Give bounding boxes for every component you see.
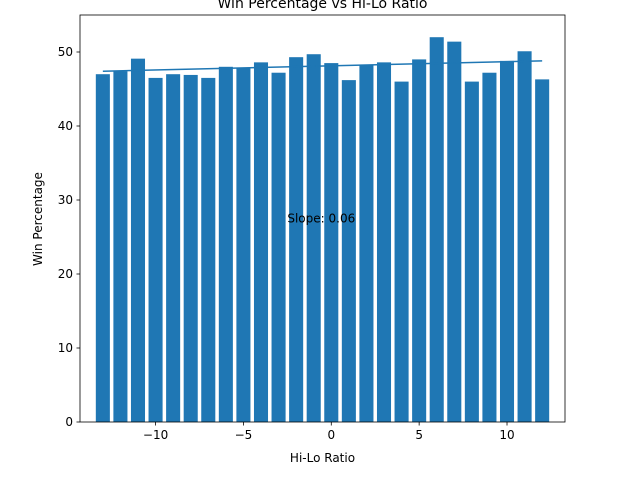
bar [429,37,444,422]
trend-line [102,60,543,72]
bar [166,74,181,422]
bar [130,58,146,422]
y-axis-label: Win Percentage [31,172,45,266]
bar [464,81,479,422]
x-axis-label: Hi-Lo Ratio [290,451,355,465]
y-tick-label: 10 [58,341,73,355]
bar [236,67,251,422]
x-tick-label: −10 [143,428,168,442]
bar [324,63,339,422]
y-tick-label: 30 [58,193,73,207]
x-tick-label: −5 [235,428,253,442]
bar [253,62,269,423]
x-tick-label: 10 [499,428,514,442]
chart-title: Win Percentage vs Hi-Lo Ratio [218,0,428,12]
y-tick-label: 20 [58,267,73,281]
bar [218,66,233,423]
bar [517,51,532,422]
y-tick-label: 40 [58,119,73,133]
y-axis-ticks: 0 10 20 30 40 50 [58,45,80,429]
bar [201,77,216,423]
bars-group [95,37,550,423]
bar [535,79,550,422]
bar [394,81,409,422]
bar [376,62,392,423]
slope-annotation: Slope: 0.06 [287,212,355,226]
bar [183,74,198,422]
bar [95,74,110,422]
bar [289,57,304,423]
bar [148,77,163,423]
bar [447,41,462,422]
bar [341,80,356,423]
bar [359,65,374,422]
bar [412,59,427,423]
bar [306,54,321,422]
x-tick-label: 0 [327,428,335,442]
plot-area-frame [79,14,566,423]
bar [499,60,515,422]
x-axis-ticks: −10 −5 0 5 10 [143,422,515,442]
x-tick-label: 5 [415,428,423,442]
y-tick-label: 0 [65,415,73,429]
bar [482,72,497,422]
y-tick-label: 50 [58,45,73,59]
bar [113,71,128,423]
bar [271,72,286,422]
